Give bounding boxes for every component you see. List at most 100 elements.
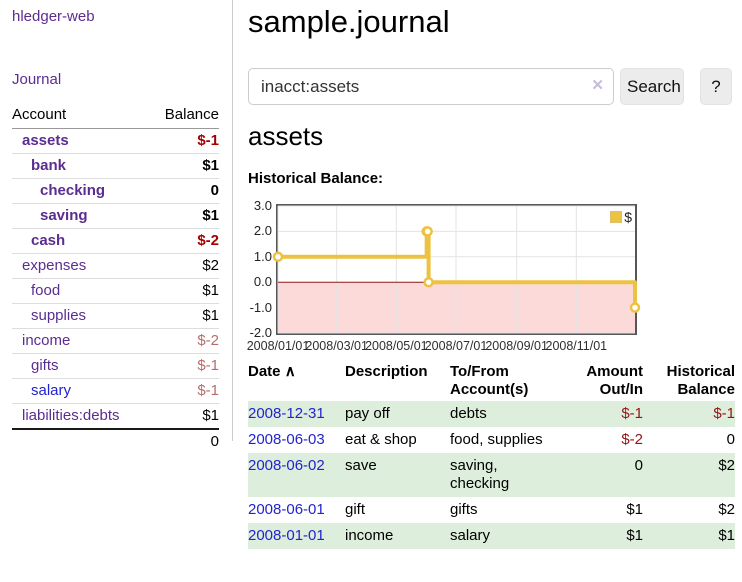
account-balance: $-1 <box>149 378 219 404</box>
search-box: ✕ <box>248 68 614 105</box>
register-table: Date ∧ Description To/From Account(s) Am… <box>248 361 735 549</box>
register-row: 2008-01-01 income salary $1 $1 <box>248 523 735 549</box>
register-amount: $1 <box>626 501 643 518</box>
register-col-description: Description <box>345 363 428 380</box>
y-tick-label: -2.0 <box>249 325 272 340</box>
register-col-amount: Amount Out/In <box>586 363 643 398</box>
chart-canvas <box>272 205 641 334</box>
legend-swatch-icon <box>610 211 623 223</box>
account-link-bank[interactable]: bank <box>31 157 67 174</box>
x-tick-label: 2008/09/01 <box>485 339 548 353</box>
account-row: saving $1 <box>12 203 219 229</box>
register-balance: $2 <box>718 457 735 474</box>
register-col-accounts: To/From Account(s) <box>450 363 529 398</box>
register-accounts: saving, checking <box>450 457 510 492</box>
account-row: income $-2 <box>12 328 219 354</box>
register-description: eat & shop <box>345 431 417 448</box>
register-balance: $1 <box>718 527 735 544</box>
account-link-expenses[interactable]: expenses <box>22 257 87 274</box>
account-balance: $1 <box>149 203 219 229</box>
historical-balance-chart: 3.0 2.0 1.0 0.0 -1.0 -2.0 $ 2008/01/01 2008/03… <box>246 198 668 355</box>
account-balance: $1 <box>149 403 219 430</box>
account-balance: $1 <box>149 153 219 179</box>
x-tick-label: 2008/05/01 <box>365 339 428 353</box>
legend-label: $ <box>624 209 632 225</box>
data-point-marker <box>422 226 433 237</box>
register-row: 2008-12-31 pay off debts $-1 $-1 <box>248 401 735 427</box>
account-row: salary $-1 <box>12 378 219 404</box>
x-tick-label: 2008/07/01 <box>424 339 488 353</box>
main-content: sample.journal ✕ Search ? assets Histori… <box>246 0 742 582</box>
register-row: 2008-06-01 gift gifts $1 $2 <box>248 497 735 523</box>
register-date-link[interactable]: 2008-06-03 <box>248 431 325 448</box>
account-link-food[interactable]: food <box>31 282 61 299</box>
register-col-date[interactable]: Date ∧ <box>248 363 296 380</box>
account-link-saving[interactable]: saving <box>40 207 88 224</box>
register-description: pay off <box>345 405 390 422</box>
account-link-assets[interactable]: assets <box>22 132 69 149</box>
account-row: food $1 <box>12 278 219 304</box>
sidebar-item-journal[interactable]: Journal <box>12 71 62 88</box>
account-link-checking[interactable]: checking <box>40 182 106 199</box>
account-heading: assets <box>248 121 324 151</box>
data-point-marker <box>272 251 284 263</box>
x-tick-label: 2008/03/01 <box>305 339 368 353</box>
register-accounts: salary <box>450 527 491 544</box>
help-button[interactable]: ? <box>700 68 732 105</box>
register-row: 2008-06-03 eat & shop food, supplies $-2… <box>248 427 735 453</box>
account-link-cash[interactable]: cash <box>31 232 66 249</box>
account-balance: $1 <box>149 278 219 304</box>
register-amount: $-1 <box>621 405 643 422</box>
search-input[interactable] <box>248 68 614 105</box>
account-row: supplies $1 <box>12 303 219 329</box>
account-balance: $-1 <box>149 128 219 154</box>
account-row: cash $-2 <box>12 228 219 254</box>
sort-ascending-icon: ∧ <box>284 363 296 380</box>
register-amount: $1 <box>626 527 643 544</box>
register-date-link[interactable]: 2008-01-01 <box>248 527 325 544</box>
register-accounts: gifts <box>450 501 478 518</box>
y-tick-label: -1.0 <box>249 299 272 315</box>
account-balance: $2 <box>149 253 219 279</box>
account-link-gifts[interactable]: gifts <box>31 357 59 374</box>
register-date-link[interactable]: 2008-06-01 <box>248 501 325 518</box>
account-row: checking 0 <box>12 178 219 204</box>
accounts-table: Account Balance assets $-1 bank $1 check… <box>12 102 219 454</box>
account-balance: $1 <box>149 303 219 329</box>
brand-link[interactable]: hledger-web <box>12 8 95 25</box>
account-link-income[interactable]: income <box>22 332 71 349</box>
y-tick-label: 0.0 <box>253 274 272 290</box>
register-header-row: Date ∧ Description To/From Account(s) Am… <box>248 361 735 401</box>
chart-heading: Historical Balance: <box>248 170 384 187</box>
y-tick-label: 3.0 <box>253 198 272 213</box>
y-tick-label: 2.0 <box>253 223 272 239</box>
register-description: gift <box>345 501 366 518</box>
register-balance: $2 <box>718 501 735 518</box>
register-balance: $-1 <box>713 405 735 422</box>
account-row: expenses $2 <box>12 253 219 279</box>
register-description: save <box>345 457 377 474</box>
register-balance: 0 <box>726 431 735 448</box>
x-tick-label: 2008/11/01 <box>545 339 608 353</box>
register-col-balance: Historical Balance <box>666 363 735 398</box>
chart-x-axis: 2008/01/01 2008/03/01 2008/05/01 2008/07/01… <box>247 339 635 355</box>
account-link-liabilities-debts[interactable]: liabilities:debts <box>22 407 120 424</box>
accounts-col-balance: Balance <box>149 102 219 129</box>
accounts-total-value: 0 <box>149 428 219 454</box>
accounts-total-row: 0 <box>12 428 219 454</box>
page-title: sample.journal <box>248 4 450 39</box>
y-tick-label: 1.0 <box>253 248 272 264</box>
account-link-supplies[interactable]: supplies <box>31 307 87 324</box>
account-balance: $-1 <box>149 353 219 379</box>
accounts-col-account: Account <box>12 102 150 129</box>
clear-search-icon[interactable]: ✕ <box>591 77 604 94</box>
chart-y-axis: 3.0 2.0 1.0 0.0 -1.0 -2.0 <box>246 198 272 340</box>
register-date-link[interactable]: 2008-12-31 <box>248 405 325 422</box>
chart-plot-area: $ <box>272 204 641 335</box>
account-link-salary[interactable]: salary <box>31 382 72 399</box>
accounts-header-row: Account Balance <box>12 102 219 129</box>
chart-legend: $ <box>610 209 632 225</box>
search-button[interactable]: Search <box>620 68 684 105</box>
register-date-link[interactable]: 2008-06-02 <box>248 457 325 474</box>
